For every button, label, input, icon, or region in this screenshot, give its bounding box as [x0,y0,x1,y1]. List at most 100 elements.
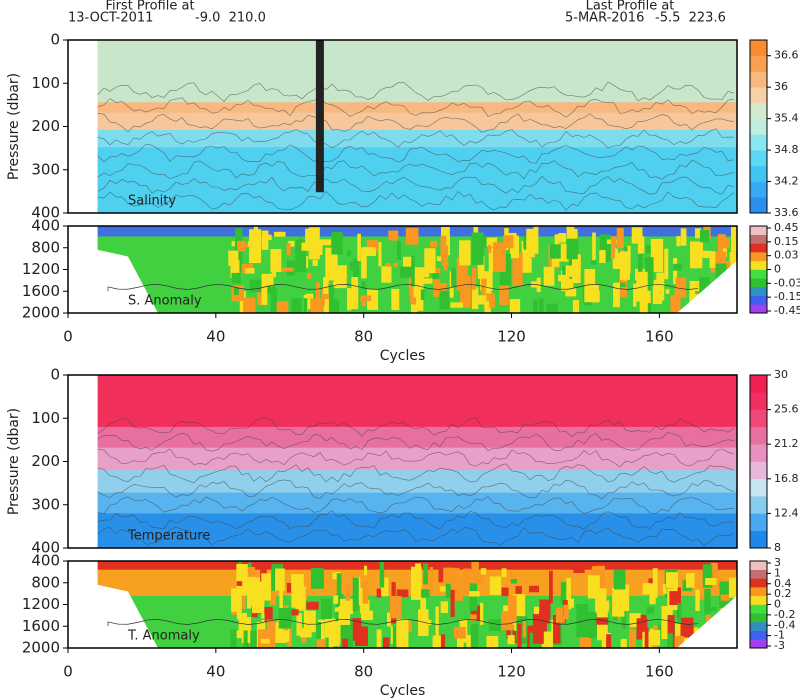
field-patch [331,231,343,255]
empty-start [68,226,98,313]
x-tick-label: 0 [63,663,73,681]
x-tick-label: 160 [645,328,674,346]
field-patch [443,567,454,585]
field-patch [677,603,682,623]
field-patch [230,260,240,279]
field-patch [439,586,452,592]
field-patch [588,611,597,638]
field-patch [622,584,630,611]
contour [68,526,735,546]
colorbar-label: -0.2 [774,608,795,621]
field-patch [572,300,579,313]
field-patch [704,588,711,614]
field-patch [483,293,495,308]
field-patch [576,255,581,270]
field-patch [471,232,484,265]
field-patch [694,228,702,239]
field-patch [519,270,523,287]
colorbar-label: 0.03 [774,249,799,262]
field-patch [242,593,246,610]
field-patch [623,267,628,281]
field-patch [389,595,402,619]
field-patch [695,589,700,611]
colorbar-label: -0.45 [774,304,800,317]
colorbar-band [750,197,767,214]
field-patch [436,256,442,262]
y-tick-label: 300 [31,495,60,513]
empty-start [68,375,98,548]
field-patch [336,573,342,596]
field-patch [644,627,649,648]
field-patch [441,245,449,261]
field-patch [450,578,463,601]
colorbar-label: 8 [774,541,781,554]
field-patch [526,228,535,258]
field-patch [342,638,349,648]
y-tick-label: 400 [31,539,60,557]
field-patch [388,230,399,241]
field-patch [675,277,687,298]
field-patch [278,607,292,629]
field-patch [506,627,511,639]
colorbar-label: 1 [774,566,781,579]
field-patch [400,266,413,278]
colorbar-label: -0.4 [774,618,795,631]
field-patch [509,235,520,259]
field-patch [456,257,468,291]
colorbar-label: 0.4 [774,577,792,590]
first-pos: -9.0 210.0 [195,11,266,26]
field-patch [720,594,730,601]
field-patch [435,606,439,641]
field-patch [320,239,332,246]
colorbar-band [750,613,767,623]
field-patch [231,241,236,247]
field-patch [438,567,448,583]
field-patch [471,561,479,584]
field-patch [633,283,637,307]
field-band [68,375,737,428]
field-patch [509,299,521,313]
field-patch [346,288,352,311]
field-patch [429,241,438,248]
field-patch [275,568,285,591]
field-patch [316,621,321,648]
field-patch [396,618,409,648]
field-patch [667,615,675,648]
field-patch [514,601,520,631]
field-patch [346,250,352,257]
field-band [68,40,737,103]
field-band [68,112,737,131]
field-patch [595,588,607,614]
y-tick-label: 1200 [22,260,60,278]
field-patch [638,254,643,289]
contour [68,432,735,452]
colorbar-band [750,165,767,182]
colorbar-label: -1 [774,629,785,642]
field-patch [334,265,347,289]
colorbar-band [750,269,767,279]
field-patch [560,581,571,605]
field-patch [331,621,340,647]
field-patch [357,233,361,262]
field-patch [236,581,243,586]
field-patch [236,564,248,596]
field-patch [479,571,484,585]
y-axis-label: Pressure (dbar) [6,73,22,180]
x-tick-label: 80 [354,663,373,681]
colorbar-band [750,530,767,549]
field-patch [487,244,492,253]
field-patch [533,299,538,313]
field-patch [274,231,286,237]
first-title: First Profile at [105,0,194,14]
field-patch [423,563,429,585]
field-band [68,470,737,494]
x-axis-label: Cycles [380,348,426,364]
field-patch [486,635,499,648]
field-patch [266,234,272,241]
field-patch [288,240,295,247]
field-patch [674,635,684,648]
colorbar-band [750,496,767,514]
colorbar-band [750,295,767,305]
y-tick-label: 1200 [22,595,60,613]
